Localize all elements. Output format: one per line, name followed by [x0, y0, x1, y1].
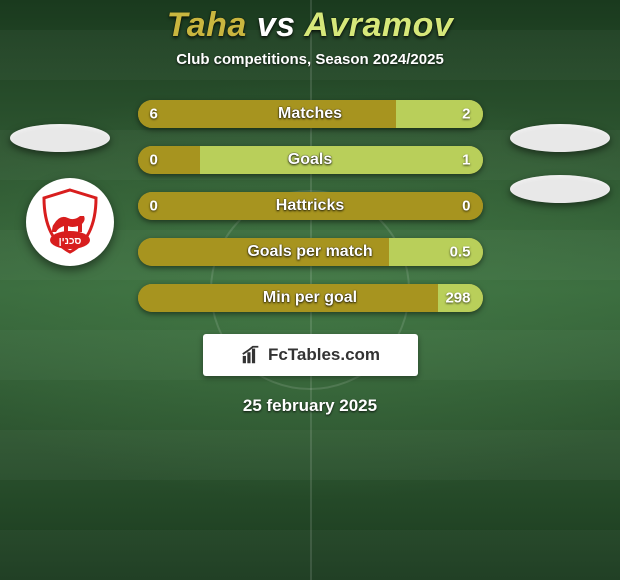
season-subtitle: Club competitions, Season 2024/2025: [176, 51, 444, 68]
infographic-content: Taha vs Avramov Club competitions, Seaso…: [0, 0, 620, 416]
brand-text: FcTables.com: [268, 345, 380, 365]
stat-row: 6 2 Matches: [138, 100, 483, 128]
player1-bar-segment: [138, 100, 397, 128]
stat-label: Hattricks: [276, 197, 344, 215]
player1-name: Taha: [167, 6, 247, 44]
stat-row: 0.5 Goals per match: [138, 238, 483, 266]
snapshot-date: 25 february 2025: [243, 396, 377, 416]
player2-stat-value: 298: [445, 290, 470, 307]
stat-row: 298 Min per goal: [138, 284, 483, 312]
player1-stat-value: 0: [150, 198, 158, 215]
player1-stat-value: 0: [150, 152, 158, 169]
stat-row: 0 1 Goals: [138, 146, 483, 174]
bar-chart-icon: [240, 344, 262, 366]
comparison-title: Taha vs Avramov: [167, 6, 454, 45]
player1-bar-segment: [138, 146, 200, 174]
player1-stat-value: 6: [150, 106, 158, 123]
stat-label: Min per goal: [263, 289, 357, 307]
player2-stat-value: 2: [462, 106, 470, 123]
fctables-watermark: FcTables.com: [203, 334, 418, 376]
player2-name: Avramov: [304, 6, 453, 44]
vs-label: vs: [257, 6, 296, 44]
stat-row: 0 0 Hattricks: [138, 192, 483, 220]
player2-stat-value: 0.5: [450, 244, 471, 261]
stat-label: Matches: [278, 105, 342, 123]
player2-stat-value: 1: [462, 152, 470, 169]
stat-label: Goals: [288, 151, 332, 169]
player2-stat-value: 0: [462, 198, 470, 215]
player2-bar-segment: [200, 146, 483, 174]
stat-label: Goals per match: [247, 243, 372, 261]
stats-container: 6 2 Matches 0 1 Goals 0 0 Hattricks 0.5 Goals per …: [0, 100, 620, 312]
